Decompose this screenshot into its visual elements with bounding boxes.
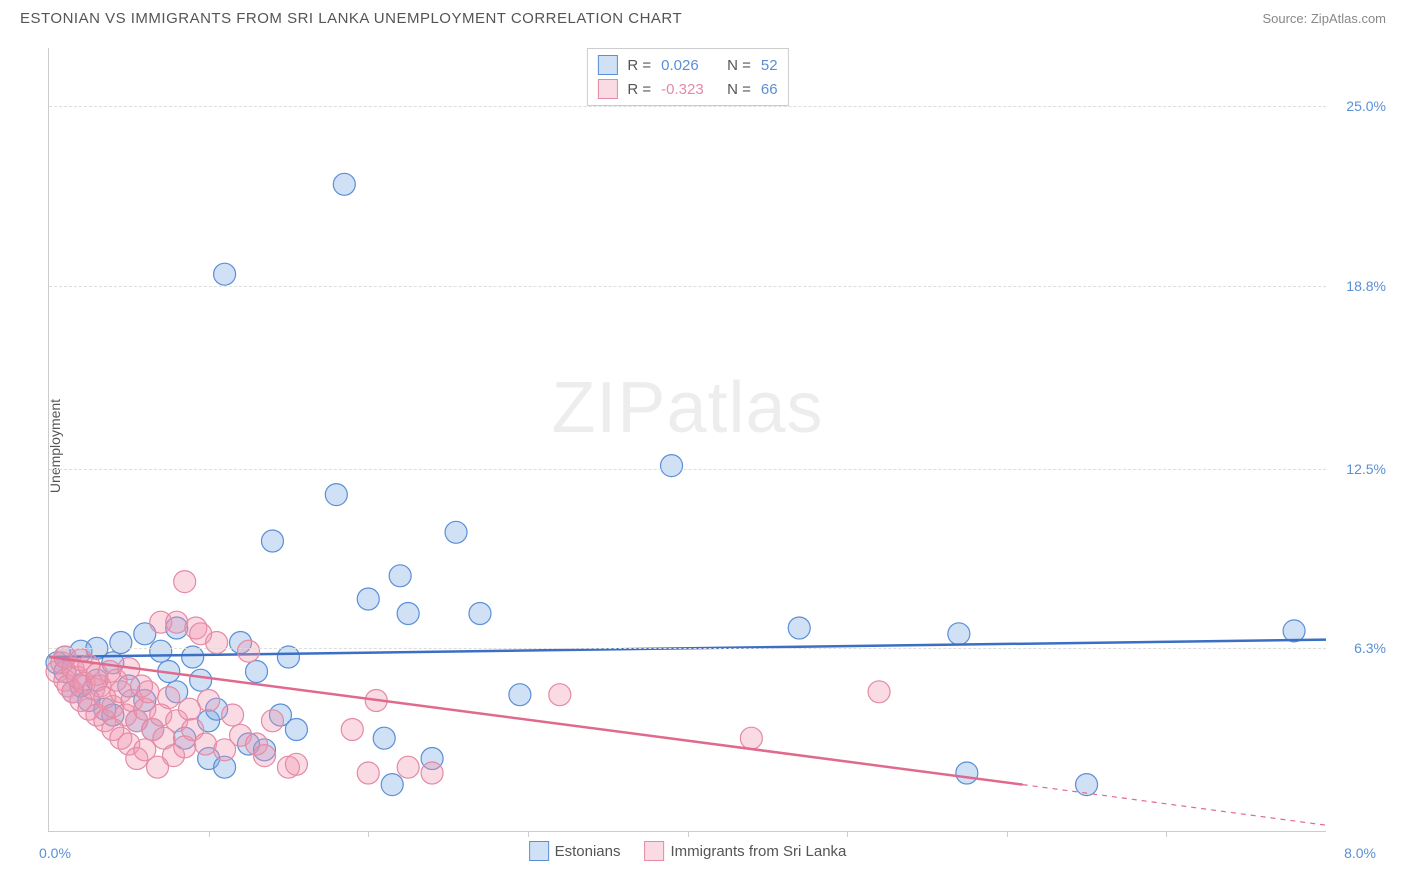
data-point: [341, 719, 363, 741]
data-point: [948, 623, 970, 645]
x-tick: [847, 831, 848, 837]
data-point: [357, 762, 379, 784]
data-point: [868, 681, 890, 703]
data-point: [421, 762, 443, 784]
data-point: [357, 588, 379, 610]
legend-bottom: Estonians Immigrants from Sri Lanka: [529, 841, 847, 861]
x-tick: [209, 831, 210, 837]
legend-series-label: Immigrants from Sri Lanka: [670, 843, 846, 860]
data-point: [246, 661, 268, 683]
data-point: [740, 727, 762, 749]
x-tick: [1007, 831, 1008, 837]
data-point: [1283, 620, 1305, 642]
gridline: [49, 286, 1326, 287]
legend-r-value: -0.323: [661, 81, 717, 98]
data-point: [174, 571, 196, 593]
legend-swatch: [529, 841, 549, 861]
x-tick: [1166, 831, 1167, 837]
legend-top: R = 0.026 N = 52 R = -0.323 N = 66: [586, 48, 788, 106]
data-point: [158, 687, 180, 709]
legend-r-value: 0.026: [661, 57, 717, 74]
data-point: [222, 704, 244, 726]
data-point: [333, 173, 355, 195]
data-point: [285, 719, 307, 741]
data-point: [261, 530, 283, 552]
gridline: [49, 106, 1326, 107]
data-point: [110, 632, 132, 654]
data-point: [509, 684, 531, 706]
data-point: [166, 611, 188, 633]
legend-series-label: Estonians: [555, 843, 621, 860]
legend-r-label: R =: [627, 81, 651, 98]
legend-n-label: N =: [727, 57, 751, 74]
legend-n-value: 66: [761, 81, 778, 98]
trend-line-dashed: [1023, 785, 1326, 826]
data-point: [445, 521, 467, 543]
legend-top-row: R = -0.323 N = 66: [597, 77, 777, 101]
data-point: [261, 710, 283, 732]
header: ESTONIAN VS IMMIGRANTS FROM SRI LANKA UN…: [0, 0, 1406, 33]
x-tick: [528, 831, 529, 837]
data-point: [182, 646, 204, 668]
data-point: [285, 753, 307, 775]
data-point: [1076, 774, 1098, 796]
data-point: [277, 646, 299, 668]
x-label-max: 8.0%: [1344, 845, 1376, 861]
legend-swatch: [597, 79, 617, 99]
data-point: [325, 484, 347, 506]
data-point: [137, 681, 159, 703]
source-label: Source: ZipAtlas.com: [1262, 11, 1386, 26]
data-point: [788, 617, 810, 639]
legend-n-label: N =: [727, 81, 751, 98]
data-point: [956, 762, 978, 784]
data-point: [661, 455, 683, 477]
x-tick: [688, 831, 689, 837]
x-label-min: 0.0%: [39, 845, 71, 861]
data-point: [397, 603, 419, 625]
data-point: [206, 632, 228, 654]
chart-title: ESTONIAN VS IMMIGRANTS FROM SRI LANKA UN…: [20, 10, 682, 27]
y-tick-label: 12.5%: [1346, 461, 1386, 477]
data-point: [190, 669, 212, 691]
data-point: [381, 774, 403, 796]
gridline: [49, 469, 1326, 470]
legend-r-label: R =: [627, 57, 651, 74]
data-point: [150, 640, 172, 662]
data-point: [194, 733, 216, 755]
data-point: [214, 263, 236, 285]
legend-bottom-item: Immigrants from Sri Lanka: [644, 841, 846, 861]
data-point: [389, 565, 411, 587]
data-point: [253, 745, 275, 767]
legend-bottom-item: Estonians: [529, 841, 621, 861]
legend-swatch: [644, 841, 664, 861]
x-tick: [368, 831, 369, 837]
gridline: [49, 648, 1326, 649]
data-point: [373, 727, 395, 749]
data-point: [549, 684, 571, 706]
y-tick-label: 6.3%: [1354, 640, 1386, 656]
data-point: [198, 690, 220, 712]
y-tick-label: 25.0%: [1346, 98, 1386, 114]
legend-swatch: [597, 55, 617, 75]
data-point: [238, 640, 260, 662]
data-point: [469, 603, 491, 625]
y-tick-label: 18.8%: [1346, 278, 1386, 294]
scatter-plot: [49, 48, 1326, 831]
legend-top-row: R = 0.026 N = 52: [597, 53, 777, 77]
legend-n-value: 52: [761, 57, 778, 74]
data-point: [397, 756, 419, 778]
chart-area: ZIPatlas R =0.026N =52R =-0.323N =66 Est…: [48, 48, 1326, 832]
